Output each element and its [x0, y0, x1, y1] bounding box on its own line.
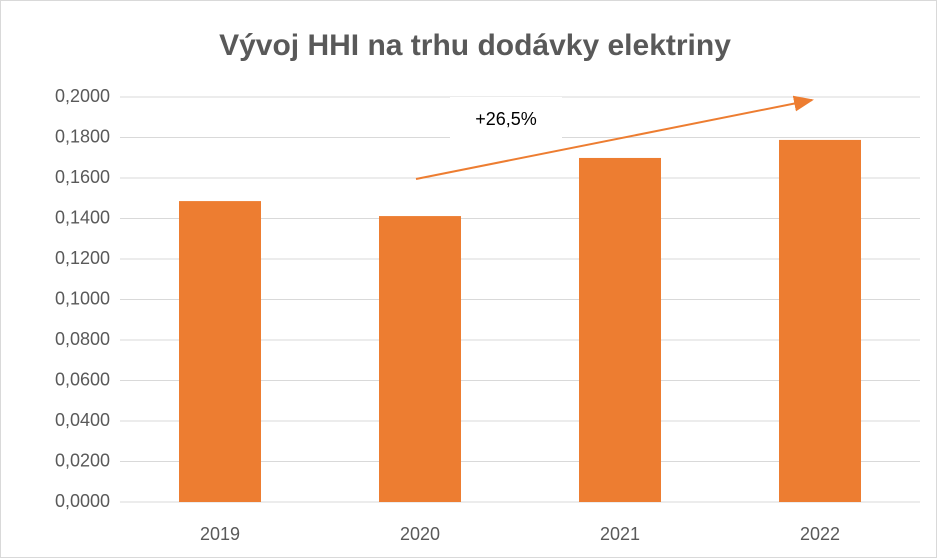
x-tick-label: 2019	[200, 524, 240, 544]
chart-title: Vývoj HHI na trhu dodávky elektriny	[219, 29, 731, 62]
bar	[179, 201, 261, 502]
y-tick-label: 0,1000	[55, 288, 110, 308]
bar	[779, 139, 861, 502]
y-tick-label: 0,1800	[55, 126, 110, 146]
trend-arrow	[415, 95, 814, 180]
annotation: +26,5%	[475, 109, 537, 129]
bars	[179, 139, 861, 502]
y-tick-label: 0,0600	[55, 369, 110, 389]
bar	[379, 216, 461, 502]
x-tick-label: 2022	[800, 524, 840, 544]
annotation-box	[450, 97, 562, 142]
y-tick-label: 0,0400	[55, 410, 110, 430]
y-tick-label: 0,0800	[55, 329, 110, 349]
y-tick-label: 0,1600	[55, 167, 110, 187]
y-tick-label: 0,0200	[55, 450, 110, 470]
x-tick-label: 2020	[400, 524, 440, 544]
y-tick-label: 0,1200	[55, 248, 110, 268]
y-tick-label: 0,0000	[55, 491, 110, 511]
y-tick-label: 0,1400	[55, 207, 110, 227]
x-tick-label: 2021	[600, 524, 640, 544]
y-tick-label: 0,2000	[55, 86, 110, 106]
bar	[579, 157, 661, 502]
